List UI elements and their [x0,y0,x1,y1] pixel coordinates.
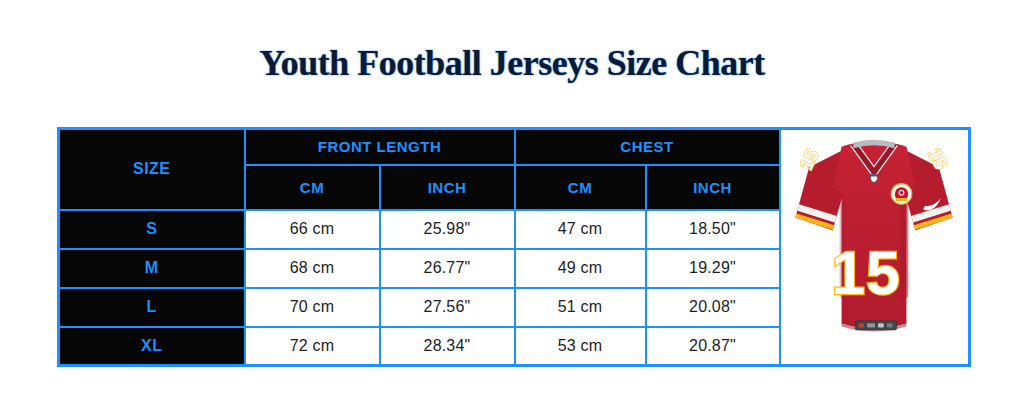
front-length-cm-cell: 72 cm [245,327,380,366]
page-title: Youth Football Jerseys Size Chart [0,42,1024,84]
size-chart-table: SIZE FRONT LENGTH CHEST [57,127,971,367]
column-header-front-length: FRONT LENGTH [245,129,515,165]
jock-tag [856,321,897,330]
team-logo-patch-icon [891,184,912,205]
front-length-cm-cell: 70 cm [245,288,380,327]
column-header-front-inch: INCH [380,165,515,210]
size-cell: S [59,210,245,249]
chest-inch-cell: 20.08" [646,288,780,327]
chest-cm-cell: 51 cm [515,288,646,327]
header-group-row: SIZE FRONT LENGTH CHEST [59,129,970,165]
column-header-chest-inch: INCH [646,165,780,210]
chest-inch-cell: 20.87" [646,327,780,366]
size-cell: M [59,249,245,288]
chest-cm-cell: 47 cm [515,210,646,249]
jersey-number-front: 15 [832,239,902,307]
jersey-photo-cell: 15 15 15 [780,129,970,366]
size-cell: L [59,288,245,327]
chest-inch-cell: 19.29" [646,249,780,288]
front-length-cm-cell: 68 cm [245,249,380,288]
column-header-size: SIZE [59,129,245,210]
front-length-cm-cell: 66 cm [245,210,380,249]
chest-inch-cell: 18.50" [646,210,780,249]
nfl-shield-icon [871,174,878,182]
column-header-chest: CHEST [515,129,780,165]
front-length-inch-cell: 26.77" [380,249,515,288]
chest-cm-cell: 49 cm [515,249,646,288]
front-length-inch-cell: 25.98" [380,210,515,249]
chest-cm-cell: 53 cm [515,327,646,366]
front-length-inch-cell: 27.56" [380,288,515,327]
column-header-front-cm: CM [245,165,380,210]
size-cell: XL [59,327,245,366]
column-header-chest-cm: CM [515,165,646,210]
jersey-image: 15 15 15 [782,131,966,359]
front-length-inch-cell: 28.34" [380,327,515,366]
